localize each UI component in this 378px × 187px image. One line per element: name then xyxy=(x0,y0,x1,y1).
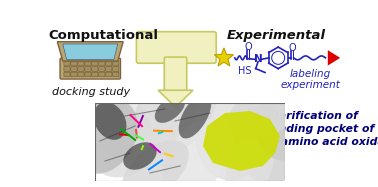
FancyBboxPatch shape xyxy=(64,61,70,66)
FancyBboxPatch shape xyxy=(99,67,105,71)
FancyBboxPatch shape xyxy=(106,61,112,66)
FancyBboxPatch shape xyxy=(106,72,112,77)
FancyBboxPatch shape xyxy=(71,72,77,77)
Ellipse shape xyxy=(78,82,152,160)
FancyBboxPatch shape xyxy=(85,67,91,71)
Text: HS: HS xyxy=(239,66,252,76)
FancyBboxPatch shape xyxy=(136,32,216,63)
Ellipse shape xyxy=(72,98,138,174)
Text: N: N xyxy=(254,54,262,64)
FancyBboxPatch shape xyxy=(64,72,70,77)
Polygon shape xyxy=(158,90,193,107)
FancyBboxPatch shape xyxy=(78,72,84,77)
Ellipse shape xyxy=(228,82,302,140)
Ellipse shape xyxy=(155,95,185,123)
Polygon shape xyxy=(214,48,234,66)
FancyBboxPatch shape xyxy=(60,58,121,79)
Ellipse shape xyxy=(121,140,189,187)
FancyBboxPatch shape xyxy=(113,61,119,66)
Ellipse shape xyxy=(133,67,217,155)
FancyBboxPatch shape xyxy=(106,67,112,71)
Text: Computational: Computational xyxy=(49,29,159,42)
Polygon shape xyxy=(63,44,118,59)
FancyBboxPatch shape xyxy=(85,61,91,66)
Text: labeling
experiment: labeling experiment xyxy=(281,69,341,90)
FancyBboxPatch shape xyxy=(85,72,91,77)
Polygon shape xyxy=(203,111,280,171)
Text: O: O xyxy=(244,42,252,52)
Ellipse shape xyxy=(91,125,159,177)
Text: Clarification of
binding pocket of
D-amino acid oxidase: Clarification of binding pocket of D-ami… xyxy=(267,111,378,147)
FancyBboxPatch shape xyxy=(78,67,84,71)
FancyBboxPatch shape xyxy=(64,67,70,71)
FancyBboxPatch shape xyxy=(71,61,77,66)
FancyBboxPatch shape xyxy=(92,61,98,66)
Ellipse shape xyxy=(123,142,157,170)
Ellipse shape xyxy=(179,94,211,138)
Ellipse shape xyxy=(234,107,296,185)
Ellipse shape xyxy=(194,71,276,181)
Text: docking study: docking study xyxy=(51,87,130,97)
Ellipse shape xyxy=(94,102,126,140)
Ellipse shape xyxy=(226,130,274,187)
Text: Experimental: Experimental xyxy=(227,29,326,42)
FancyBboxPatch shape xyxy=(92,67,98,71)
FancyBboxPatch shape xyxy=(99,72,105,77)
Polygon shape xyxy=(328,50,340,66)
FancyBboxPatch shape xyxy=(113,72,119,77)
FancyBboxPatch shape xyxy=(92,72,98,77)
FancyBboxPatch shape xyxy=(78,61,84,66)
Ellipse shape xyxy=(162,120,228,187)
Ellipse shape xyxy=(255,91,315,161)
FancyBboxPatch shape xyxy=(71,67,77,71)
Text: O: O xyxy=(288,43,296,53)
FancyBboxPatch shape xyxy=(99,61,105,66)
FancyBboxPatch shape xyxy=(164,57,187,92)
Polygon shape xyxy=(57,42,123,61)
FancyBboxPatch shape xyxy=(113,67,119,71)
